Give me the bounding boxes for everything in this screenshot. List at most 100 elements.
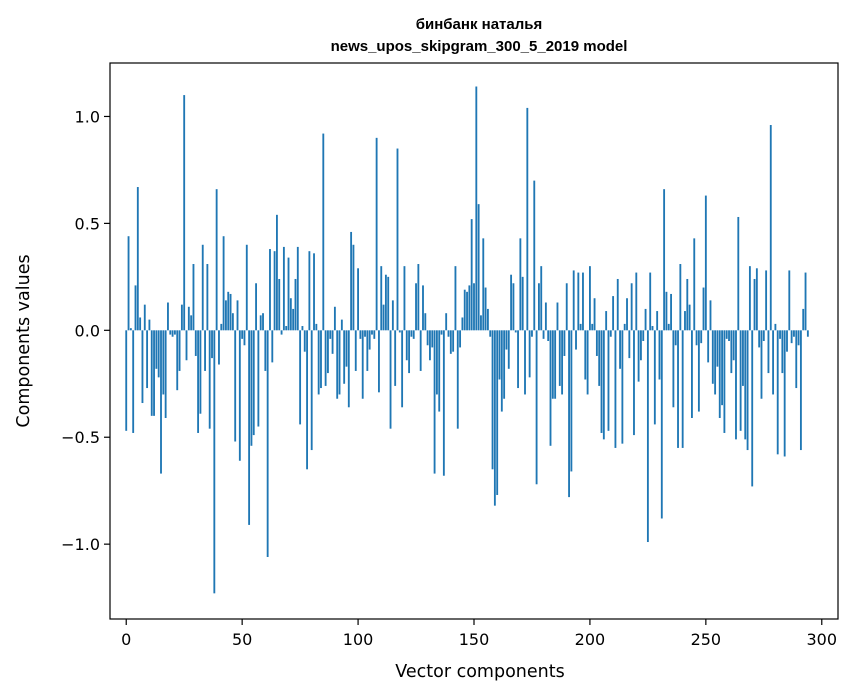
bar-98 xyxy=(352,244,355,331)
bar-91 xyxy=(336,330,339,399)
bar-281 xyxy=(776,330,779,455)
bar-110 xyxy=(380,266,383,331)
bar-259 xyxy=(725,330,728,339)
bar-214 xyxy=(621,330,624,444)
bar-172 xyxy=(524,330,526,395)
bar-69 xyxy=(285,326,288,331)
bar-18 xyxy=(167,302,169,331)
bar-167 xyxy=(512,283,515,331)
bar-133 xyxy=(433,330,436,474)
bar-237 xyxy=(674,330,677,346)
bar-34 xyxy=(204,330,206,371)
bar-132 xyxy=(431,330,434,348)
bar-184 xyxy=(551,330,554,399)
bar-120 xyxy=(403,266,406,331)
bar-155 xyxy=(484,287,487,331)
bar-137 xyxy=(442,330,445,476)
bar-71 xyxy=(289,298,292,331)
bar-238 xyxy=(677,330,679,448)
bar-46 xyxy=(231,313,234,331)
bar-51 xyxy=(243,330,246,346)
bar-9 xyxy=(146,330,149,389)
bar-197 xyxy=(582,272,584,331)
bar-77 xyxy=(303,330,306,352)
bar-100 xyxy=(357,268,359,331)
bar-53 xyxy=(248,330,251,525)
bar-45 xyxy=(229,293,232,331)
bar-65 xyxy=(276,214,278,331)
y-axis: −1.0 −0.5 0.0 0.5 1.0 xyxy=(61,107,110,554)
x-tick-label: 100 xyxy=(343,630,374,649)
bar-32 xyxy=(199,330,202,414)
bar-81 xyxy=(313,253,315,331)
bar-109 xyxy=(378,330,380,393)
bar-292 xyxy=(802,308,805,331)
bar-31 xyxy=(197,330,200,433)
bar-287 xyxy=(790,330,793,344)
bar-157 xyxy=(489,330,492,337)
bar-278 xyxy=(769,125,772,331)
bar-114 xyxy=(389,330,392,429)
bar-58 xyxy=(259,315,262,331)
bar-207 xyxy=(605,311,608,331)
bar-218 xyxy=(630,283,633,331)
bar-276 xyxy=(765,270,768,331)
bar-126 xyxy=(417,264,420,331)
bar-150 xyxy=(473,283,475,331)
bar-185 xyxy=(554,330,557,399)
bar-175 xyxy=(531,330,533,337)
bar-36 xyxy=(208,330,211,429)
bar-274 xyxy=(760,330,763,399)
bar-17 xyxy=(164,330,167,418)
bar-290 xyxy=(797,330,800,346)
bar-149 xyxy=(470,219,473,331)
bar-48 xyxy=(236,300,239,331)
bar-280 xyxy=(774,323,777,331)
bar-8 xyxy=(143,304,146,331)
bar-33 xyxy=(201,244,204,331)
bar-180 xyxy=(542,330,545,339)
bar-176 xyxy=(533,180,536,331)
bar-206 xyxy=(602,330,605,440)
bar-2 xyxy=(129,328,132,331)
bar-27 xyxy=(187,306,190,331)
bar-1 xyxy=(127,236,130,331)
bar-170 xyxy=(519,238,522,331)
bar-174 xyxy=(528,330,531,378)
bar-257 xyxy=(721,330,723,406)
bar-80 xyxy=(310,330,313,451)
bar-196 xyxy=(579,323,582,331)
bar-195 xyxy=(577,272,580,331)
bar-253 xyxy=(711,330,714,384)
bar-225 xyxy=(646,330,649,543)
bar-202 xyxy=(593,298,596,331)
bar-190 xyxy=(565,283,568,331)
bar-286 xyxy=(788,270,791,331)
bar-261 xyxy=(730,330,733,374)
y-tick-label: 0.0 xyxy=(75,321,100,340)
bar-283 xyxy=(781,330,784,374)
bar-144 xyxy=(459,330,462,348)
bar-181 xyxy=(544,302,547,331)
bar-63 xyxy=(271,330,274,363)
bar-25 xyxy=(183,95,186,331)
bar-262 xyxy=(732,330,735,361)
bar-93 xyxy=(340,319,343,331)
bar-54 xyxy=(250,330,253,446)
bar-226 xyxy=(649,272,652,331)
bar-169 xyxy=(517,330,519,389)
bar-291 xyxy=(799,330,802,451)
bar-213 xyxy=(619,330,621,369)
bar-209 xyxy=(609,330,612,337)
bar-23 xyxy=(178,330,181,371)
bar-88 xyxy=(329,330,332,339)
bar-19 xyxy=(169,330,172,335)
bar-148 xyxy=(468,285,471,331)
bar-6 xyxy=(139,317,142,331)
bar-111 xyxy=(382,304,385,331)
bar-59 xyxy=(262,313,264,331)
bar-201 xyxy=(591,323,594,331)
bar-240 xyxy=(681,330,684,448)
